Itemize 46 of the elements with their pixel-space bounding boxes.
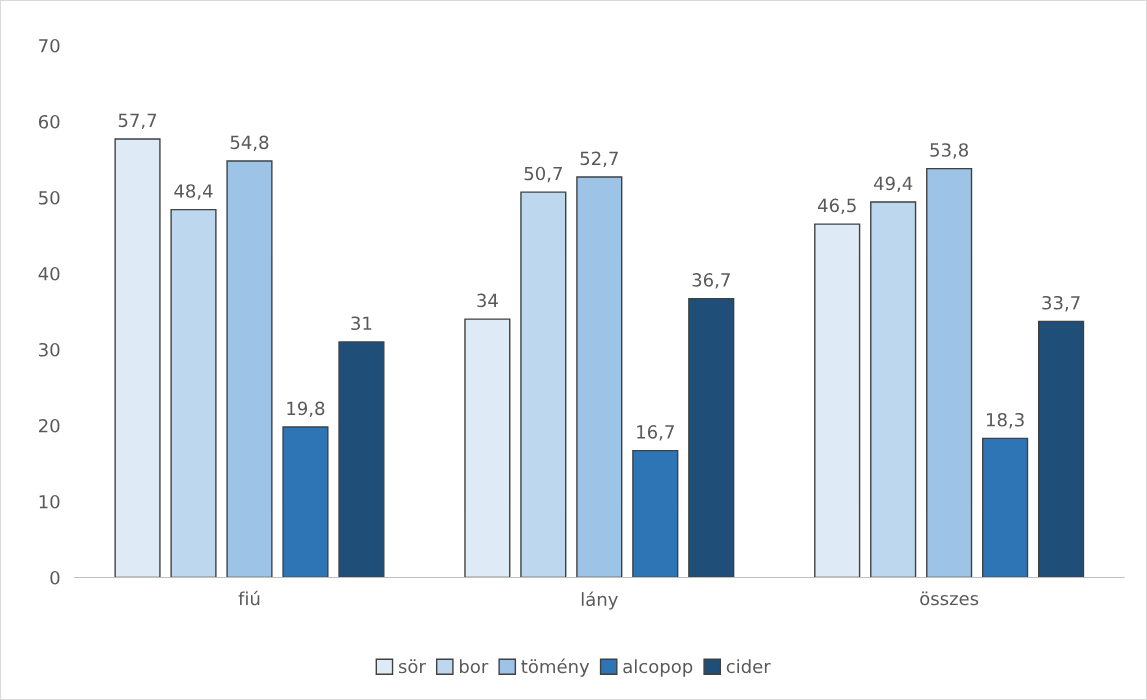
data-label: 36,7 (692, 273, 730, 289)
bar (464, 318, 511, 578)
legend-label: cider (726, 659, 771, 674)
bar (170, 208, 217, 578)
data-label: 53,8 (930, 143, 969, 159)
data-label: 46,5 (817, 198, 856, 215)
data-label: 18,3 (987, 412, 1024, 429)
x-tick-label: fiú (238, 590, 260, 606)
legend-label: bor (459, 659, 489, 674)
y-tick-label: 10 (39, 494, 60, 509)
x-tick-label: lány (581, 591, 618, 610)
bar (1038, 320, 1085, 578)
y-tick-label: 0 (50, 570, 60, 585)
data-label: 49,4 (873, 176, 913, 193)
data-label: 50,7 (524, 166, 562, 183)
data-label: 34 (477, 293, 498, 308)
data-label: 57,7 (118, 113, 157, 129)
bar (226, 160, 273, 578)
bar (632, 449, 679, 578)
y-tick-label: 20 (39, 418, 60, 433)
bar (520, 191, 567, 578)
legend-label: alcopop (623, 659, 693, 677)
data-label: 19,8 (287, 401, 325, 418)
bar (870, 201, 917, 578)
data-label: 48,4 (174, 184, 213, 200)
legend-label: tömény (521, 658, 590, 677)
bar (814, 223, 861, 578)
y-tick-label: 70 (39, 38, 60, 53)
bar (282, 426, 329, 578)
y-tick-label: 40 (38, 266, 60, 281)
bar (114, 138, 161, 578)
bar (982, 437, 1029, 578)
bar (688, 297, 735, 578)
data-label: 16,7 (637, 425, 674, 441)
y-tick-label: 30 (39, 342, 60, 357)
bar (576, 176, 623, 578)
data-label: 54,8 (230, 135, 269, 152)
bar (926, 167, 973, 578)
bar (338, 341, 385, 578)
data-label: 33,7 (1042, 295, 1080, 312)
data-label: 52,7 (580, 151, 618, 167)
data-label: 31 (351, 316, 372, 331)
x-tick-label: összes (920, 591, 979, 606)
legend-label: sör (398, 659, 426, 674)
y-tick-label: 50 (39, 190, 60, 205)
y-tick-label: 60 (38, 114, 60, 129)
